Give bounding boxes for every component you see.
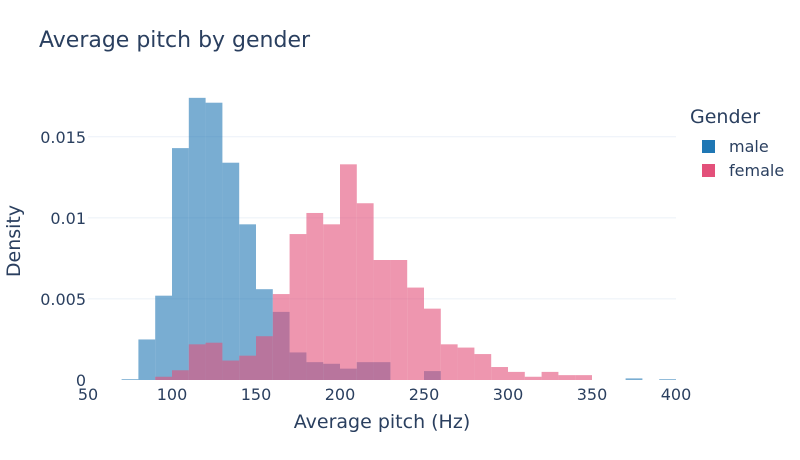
bar-female[interactable] xyxy=(558,375,576,380)
legend: Gender male female xyxy=(690,106,784,182)
legend-label-male: male xyxy=(729,136,769,156)
bar-female[interactable] xyxy=(205,342,223,380)
bar-female[interactable] xyxy=(474,354,492,380)
y-tick-label: 0.005 xyxy=(40,290,86,309)
x-tick-label: 150 xyxy=(241,385,272,404)
bar-female[interactable] xyxy=(356,203,374,380)
x-tick-label: 400 xyxy=(661,385,692,404)
legend-item-male[interactable]: male xyxy=(690,134,784,158)
x-axis-ticks: 50 100 150 200 250 300 350 400 xyxy=(78,385,691,404)
bar-male[interactable] xyxy=(205,102,223,381)
bar-female[interactable] xyxy=(222,360,240,380)
series-female-bars xyxy=(155,164,592,380)
bar-female[interactable] xyxy=(172,370,189,380)
bar-female[interactable] xyxy=(323,224,340,380)
bar-female[interactable] xyxy=(541,371,559,380)
bar-male[interactable] xyxy=(625,378,643,380)
x-tick-label: 100 xyxy=(157,385,188,404)
bar-female[interactable] xyxy=(524,376,542,380)
y-axis-label: Density xyxy=(3,205,25,277)
bar-female[interactable] xyxy=(272,294,290,380)
x-tick-label: 50 xyxy=(78,385,98,404)
chart-title: Average pitch by gender xyxy=(39,28,311,53)
bar-male[interactable] xyxy=(138,339,156,380)
legend-title: Gender xyxy=(690,106,761,128)
bar-female[interactable] xyxy=(575,375,592,380)
bar-female[interactable] xyxy=(440,344,458,380)
legend-label-female: female xyxy=(729,160,785,180)
bar-female[interactable] xyxy=(424,308,441,380)
bar-female[interactable] xyxy=(239,355,256,380)
bar-female[interactable] xyxy=(340,164,357,380)
bar-female[interactable] xyxy=(256,336,273,380)
bar-female[interactable] xyxy=(306,212,324,380)
bar-female[interactable] xyxy=(289,234,307,380)
x-tick-label: 300 xyxy=(493,385,524,404)
bar-male[interactable] xyxy=(188,97,206,381)
bar-male[interactable] xyxy=(172,148,189,380)
y-tick-label: 0 xyxy=(76,371,86,390)
x-tick-label: 350 xyxy=(577,385,608,404)
bar-male[interactable] xyxy=(222,162,240,380)
y-tick-label: 0.015 xyxy=(40,128,86,147)
legend-swatch-female xyxy=(702,163,715,177)
bar-female[interactable] xyxy=(390,260,408,380)
legend-item-female[interactable]: female xyxy=(690,158,784,182)
bar-female[interactable] xyxy=(373,260,391,380)
y-tick-label: 0.01 xyxy=(50,209,86,228)
bar-female[interactable] xyxy=(155,376,172,380)
y-axis-ticks: 0 0.005 0.01 0.015 xyxy=(40,128,86,390)
bar-female[interactable] xyxy=(188,344,206,380)
bar-male[interactable] xyxy=(121,379,139,380)
bar-female[interactable] xyxy=(491,367,508,380)
bar-male[interactable] xyxy=(155,295,172,380)
bar-male[interactable] xyxy=(239,224,256,380)
bar-male[interactable] xyxy=(659,379,676,380)
bar-female[interactable] xyxy=(508,371,525,380)
bar-female[interactable] xyxy=(457,347,475,380)
x-tick-label: 200 xyxy=(325,385,356,404)
legend-swatch-male xyxy=(702,139,715,153)
bar-female[interactable] xyxy=(407,287,424,380)
x-tick-label: 250 xyxy=(409,385,440,404)
x-axis-label: Average pitch (Hz) xyxy=(294,411,470,433)
